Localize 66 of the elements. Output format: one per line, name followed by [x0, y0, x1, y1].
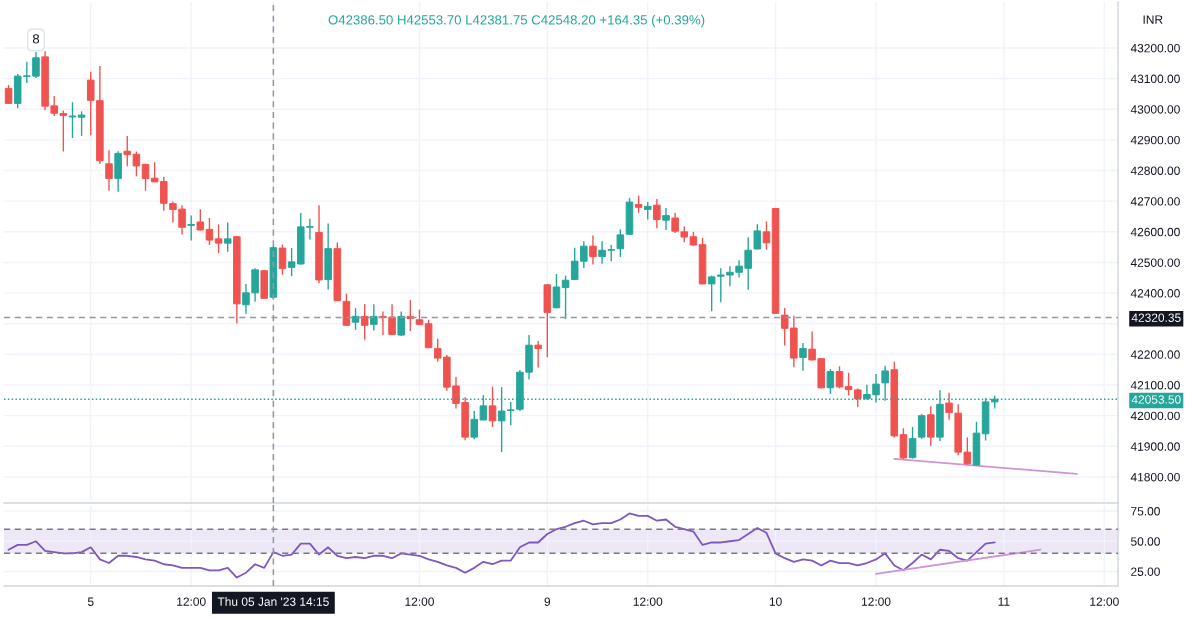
x-tick-label: 10: [769, 597, 782, 606]
annotation: 8: [32, 34, 40, 44]
y-tick-label: 25.00: [1131, 567, 1160, 576]
ref-line-label: 42053.50: [1131, 395, 1181, 404]
candlestick: [141, 163, 150, 192]
y-tick-label: 42000.00: [1130, 411, 1180, 421]
candlestick: [278, 243, 287, 276]
candlestick: [917, 413, 926, 440]
candlestick: [662, 207, 670, 231]
y-tick-label: 41800.00: [1130, 472, 1180, 482]
x-tick-label: 9: [544, 597, 551, 606]
candlestick: [370, 303, 378, 332]
x-tick-label: 12:00: [405, 597, 434, 606]
ref-line-label: 42320.35: [1131, 313, 1181, 322]
candlestick: [196, 208, 205, 232]
candlestick: [753, 223, 762, 250]
candlestick: [927, 405, 935, 447]
y-tick-label: 42900.00: [1130, 135, 1180, 145]
candlestick: [945, 391, 953, 421]
x-tick-label: 12:00: [177, 597, 206, 606]
y-tick-label: 43000.00: [1130, 105, 1180, 114]
y-tick-label: 42400.00: [1130, 289, 1180, 298]
candlestick: [223, 221, 232, 253]
candlestick: [105, 149, 113, 192]
y-tick-label: 42100.00: [1130, 381, 1180, 390]
line-series: [7, 512, 996, 579]
candlestick: [214, 223, 223, 254]
y-tick-label: 42200.00: [1130, 350, 1180, 359]
y-tick-label: 50.00: [1130, 537, 1160, 546]
y-tick-label: 42500.00: [1130, 258, 1180, 267]
candlestick: [424, 319, 433, 349]
candlestick: [77, 110, 86, 137]
candlestick: [653, 198, 661, 229]
candlestick: [488, 385, 497, 428]
candlestick: [534, 340, 542, 369]
x-tick-label: 12:00: [1090, 597, 1119, 606]
candlestick: [799, 342, 807, 372]
y-tick-label: 75.00: [1131, 507, 1160, 516]
x-tick-label: 11: [998, 597, 1010, 606]
candlestick: [589, 234, 597, 266]
candlestick: [561, 274, 570, 320]
candlestick: [68, 101, 77, 139]
candlestick: [826, 368, 835, 395]
y-tick-label: 43100.00: [1130, 74, 1180, 84]
y-tick-label: 42700.00: [1130, 197, 1180, 206]
candlestick: [552, 273, 561, 309]
y-tick-label: 43200.00: [1130, 43, 1180, 53]
candlestick: [187, 214, 195, 242]
y-tick-label: 42600.00: [1130, 227, 1180, 237]
candlestick: [360, 303, 369, 341]
candlestick: [908, 426, 917, 460]
y-tick-label: 41900.00: [1130, 442, 1180, 451]
y-axis-title: INR: [1143, 15, 1163, 24]
candlestick: [205, 217, 214, 246]
candlestick: [762, 220, 771, 251]
candlestick: [351, 307, 360, 331]
candlestick: [397, 310, 405, 337]
candlestick: [4, 84, 13, 105]
y-tick-label: 42800.00: [1130, 166, 1180, 175]
x-tick-label: 12:00: [633, 597, 663, 606]
annotation: O42386.50 H42553.70 L42381.75 C42548.20 +164.35 (+0.39%): [328, 14, 705, 28]
candlestick: [342, 293, 351, 327]
x-tick-label: 5: [87, 597, 94, 606]
candlestick: [616, 228, 625, 258]
x-tick-label: Thu 05 Jan '23 14:15: [217, 597, 329, 606]
x-tick-label: 12:00: [861, 597, 891, 606]
